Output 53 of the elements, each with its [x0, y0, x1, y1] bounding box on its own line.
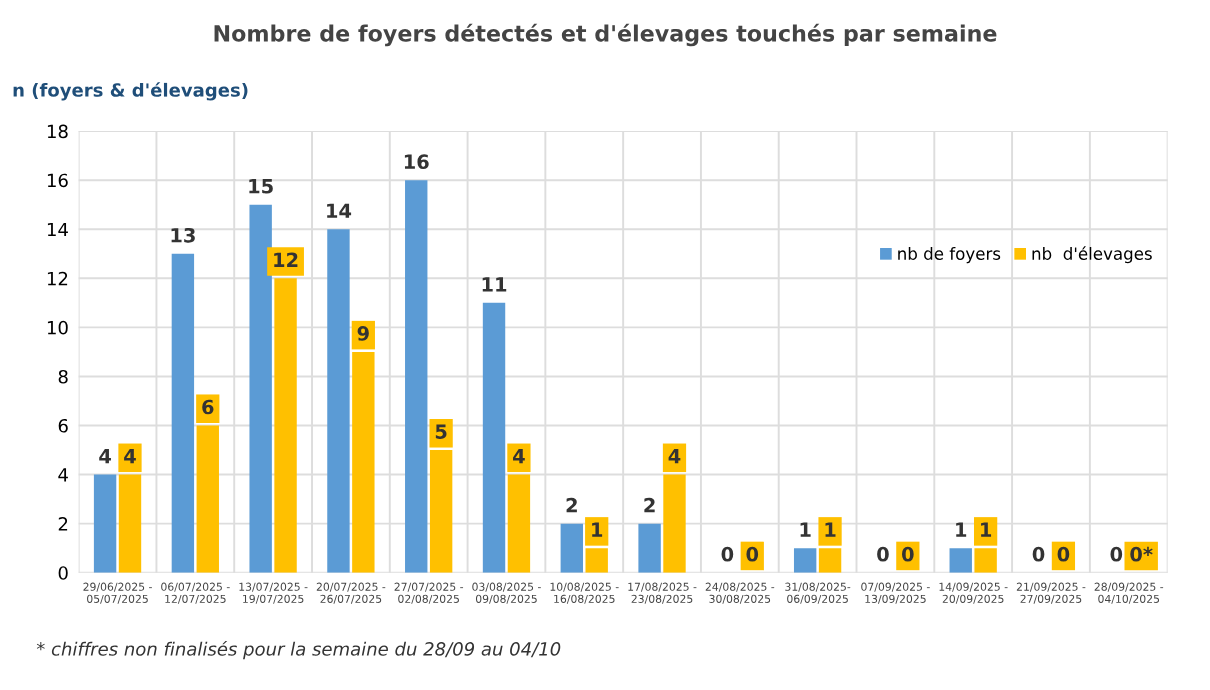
data-label: 11 — [482, 277, 507, 292]
bar — [793, 548, 817, 573]
y-axis-title: n (foyers & d'élevages) — [13, 82, 248, 101]
bar — [171, 253, 195, 573]
bar — [638, 523, 661, 573]
y-tick-label: 6 — [58, 418, 68, 433]
y-tick-label: 2 — [58, 517, 68, 531]
chart-title: Nombre de foyers détectés et d'élevages touchés par semaine — [214, 23, 997, 47]
legend-label: nb d'élevages — [1032, 246, 1152, 264]
data-label: 5 — [435, 424, 447, 439]
data-label: 1 — [800, 522, 811, 537]
bar — [405, 180, 428, 573]
data-label: 0 — [877, 546, 889, 562]
bar — [560, 523, 584, 573]
y-tick-label: 4 — [58, 468, 68, 482]
data-label: 0 — [1032, 546, 1045, 562]
data-label: 16 — [404, 154, 429, 170]
y-tick-label: 18 — [47, 124, 68, 139]
text: * chiffres non finalisés pour la semaine du 28/09 au 04/10 — [36, 641, 561, 660]
data-label: 14 — [327, 203, 352, 218]
data-label: 4 — [668, 448, 681, 464]
bar — [249, 204, 272, 573]
data-label: 1 — [825, 522, 836, 537]
data-label: 15 — [249, 179, 273, 194]
data-label: 0 — [746, 546, 759, 562]
data-label: 0 — [902, 546, 914, 562]
data-label: 9 — [357, 326, 369, 341]
data-label: 0 — [1057, 546, 1070, 562]
data-label: 4 — [513, 448, 525, 464]
data-label: 0* — [1130, 546, 1153, 562]
data-label: 1 — [981, 522, 992, 537]
y-tick-label: 16 — [47, 173, 68, 188]
data-label: 12 — [274, 252, 298, 267]
data-label: 2 — [566, 497, 577, 513]
bar — [327, 229, 350, 573]
y-tick-label: 0 — [58, 566, 68, 580]
data-label: 0 — [1110, 546, 1123, 562]
y-tick-label: 8 — [58, 369, 68, 384]
data-label: 4 — [99, 448, 111, 464]
data-label: 4 — [124, 448, 136, 464]
bar — [482, 302, 506, 573]
data-label: 1 — [592, 522, 603, 537]
data-label: 2 — [644, 497, 655, 513]
y-tick-label: 10 — [47, 320, 68, 335]
data-label: 0 — [721, 546, 734, 562]
legend-label: nb de foyers — [898, 247, 1001, 264]
y-tick-label: 14 — [47, 222, 68, 237]
bar — [93, 474, 117, 573]
bar — [949, 548, 972, 573]
data-label: 6 — [202, 399, 214, 415]
y-tick-label: 12 — [47, 271, 68, 286]
data-label: 1 — [956, 522, 967, 537]
data-label: 13 — [171, 227, 195, 243]
